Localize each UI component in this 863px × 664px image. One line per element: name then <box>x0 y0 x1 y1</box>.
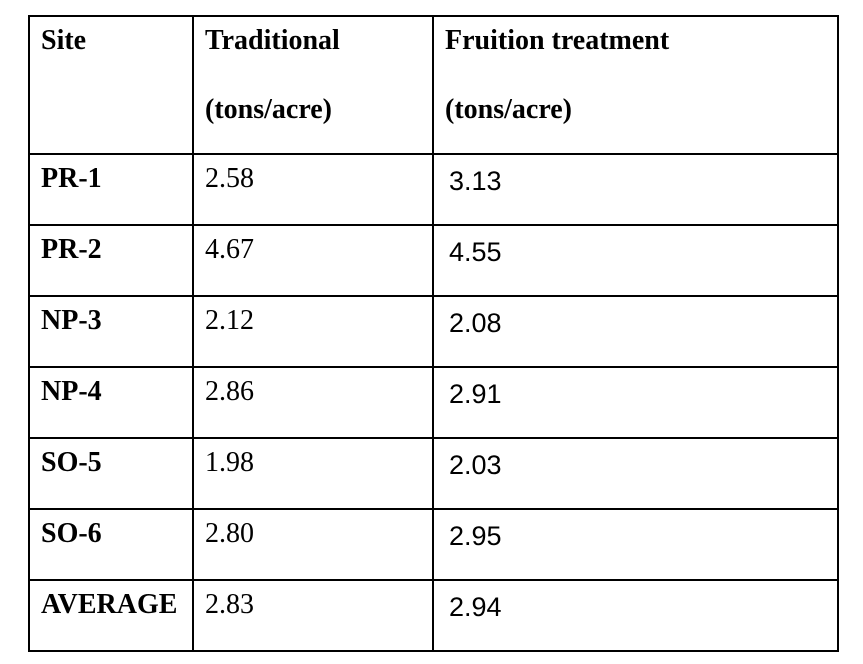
fruition-value-cell: 2.08 <box>432 295 839 368</box>
traditional-value-cell: 2.83 <box>192 579 434 652</box>
traditional-value-cell: 4.67 <box>192 224 434 297</box>
table-row: PR-2 4.67 4.55 <box>28 224 839 297</box>
site-cell: SO-5 <box>28 437 194 510</box>
header-traditional-line1: Traditional <box>205 25 340 56</box>
traditional-value-cell: 2.58 <box>192 153 434 226</box>
site-cell: PR-2 <box>28 224 194 297</box>
site-cell: NP-3 <box>28 295 194 368</box>
header-fruition-line2: (tons/acre) <box>445 94 572 125</box>
fruition-value-cell: 4.55 <box>432 224 839 297</box>
traditional-value-cell: 2.12 <box>192 295 434 368</box>
header-fruition-line1: Fruition treatment <box>445 25 670 56</box>
header-site-line1: Site <box>41 25 87 56</box>
table-row: PR-1 2.58 3.13 <box>28 153 839 226</box>
column-header-traditional: Traditional (tons/acre) <box>192 15 434 155</box>
traditional-value-cell: 1.98 <box>192 437 434 510</box>
fruition-value-cell: 2.03 <box>432 437 839 510</box>
yield-comparison-table: Site Traditional (tons/acre) Fruition tr… <box>28 15 839 652</box>
column-header-fruition: Fruition treatment (tons/acre) <box>432 15 839 155</box>
traditional-value-cell: 2.86 <box>192 366 434 439</box>
site-cell: AVERAGE <box>28 579 194 652</box>
header-traditional-line2: (tons/acre) <box>205 94 332 125</box>
fruition-value-cell: 3.13 <box>432 153 839 226</box>
fruition-value-cell: 2.91 <box>432 366 839 439</box>
site-cell: NP-4 <box>28 366 194 439</box>
table-row: NP-4 2.86 2.91 <box>28 366 839 439</box>
table-row: SO-5 1.98 2.03 <box>28 437 839 510</box>
table-row-average: AVERAGE 2.83 2.94 <box>28 579 839 652</box>
site-cell: SO-6 <box>28 508 194 581</box>
table-row: SO-6 2.80 2.95 <box>28 508 839 581</box>
table-header: Site Traditional (tons/acre) Fruition tr… <box>28 15 839 155</box>
table-body: PR-1 2.58 3.13 PR-2 4.67 4.55 NP-3 2.12 … <box>28 153 839 652</box>
header-row: Site Traditional (tons/acre) Fruition tr… <box>28 15 839 155</box>
fruition-value-cell: 2.94 <box>432 579 839 652</box>
site-cell: PR-1 <box>28 153 194 226</box>
fruition-value-cell: 2.95 <box>432 508 839 581</box>
traditional-value-cell: 2.80 <box>192 508 434 581</box>
table-row: NP-3 2.12 2.08 <box>28 295 839 368</box>
column-header-site: Site <box>28 15 194 155</box>
